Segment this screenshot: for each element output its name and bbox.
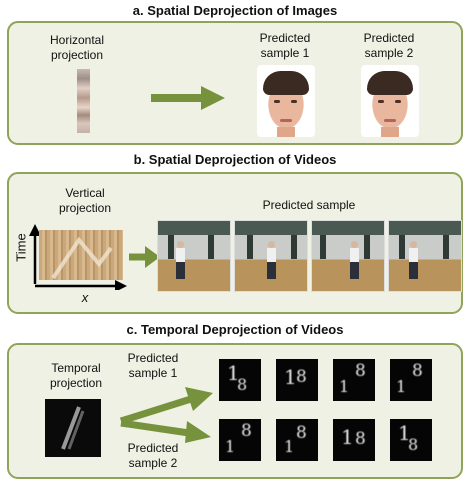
predicted-sample-2-label: Predicted sample 2 (363, 31, 415, 60)
axis-arrow-icon (29, 224, 127, 290)
branch-2-label: Predicted sample 2 (127, 441, 179, 470)
horizontal-projection-image (77, 69, 90, 133)
section-b-panel: Vertical projection Time x Predicted sam… (7, 172, 463, 314)
right-arrow-icon (151, 86, 225, 110)
horizontal-projection-label: Horizontal projection (49, 33, 105, 62)
section-c-title: c. Temporal Deprojection of Videos (126, 322, 344, 337)
video-frame-4 (388, 220, 462, 292)
vertical-projection-label: Vertical projection (58, 186, 112, 215)
video-frame-3 (311, 220, 385, 292)
predicted-sample-1-label: Predicted sample 1 (259, 31, 311, 60)
section-c-panel: Temporal projection Predicted sample 1 P… (7, 343, 463, 479)
temporal-projection-label: Temporal projection (49, 361, 103, 390)
predicted-sample-label: Predicted sample (262, 198, 356, 212)
branch-1-label: Predicted sample 1 (127, 351, 179, 380)
vertical-projection-image (39, 230, 123, 280)
section-b-title: b. Spatial Deprojection of Videos (133, 152, 337, 167)
section-a-title: a. Spatial Deprojection of Images (132, 3, 338, 18)
video-frame-2 (234, 220, 308, 292)
right-arrow-icon (129, 246, 160, 268)
video-frame-1 (157, 220, 231, 292)
branch-arrows-icon (119, 387, 213, 443)
predicted-face-2 (361, 65, 419, 137)
x-axis-label: x (81, 290, 89, 305)
temporal-projection-image (45, 399, 101, 457)
predicted-face-1 (257, 65, 315, 137)
section-a-panel: Horizontal projection Predicted sample 1… (7, 21, 463, 145)
